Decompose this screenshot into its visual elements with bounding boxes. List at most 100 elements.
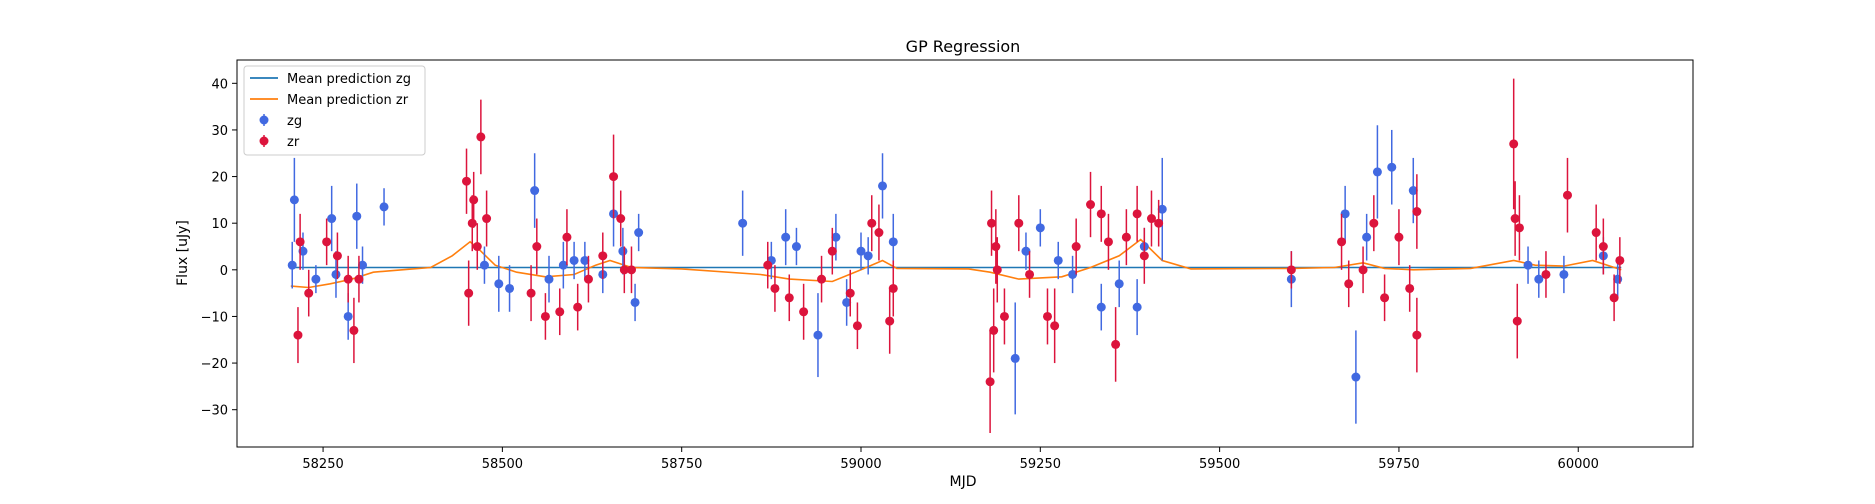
data-point-zr — [888, 260, 898, 317]
y-axis-label: Flux [uJy] — [175, 220, 191, 286]
data-point-zr — [304, 269, 314, 317]
marker — [1025, 269, 1035, 279]
y-tick-label: 20 — [211, 171, 228, 186]
marker — [532, 242, 542, 252]
marker — [1412, 330, 1422, 340]
data-point-zr — [999, 288, 1009, 345]
marker — [1132, 302, 1142, 312]
marker — [1114, 279, 1124, 289]
data-point-zr — [583, 255, 593, 303]
data-point-zr — [799, 283, 809, 340]
marker — [544, 274, 554, 284]
data-point-zr — [1412, 297, 1422, 373]
marker — [1598, 242, 1608, 252]
data-point-zr — [482, 190, 492, 247]
marker — [813, 330, 823, 340]
data-point-zg — [1387, 129, 1397, 205]
marker — [770, 283, 780, 293]
data-point-zr — [1132, 185, 1142, 242]
marker — [1358, 265, 1368, 275]
data-point-zr — [827, 227, 837, 275]
data-point-zg — [1559, 255, 1569, 294]
data-point-zg — [1114, 260, 1124, 308]
x-tick-label: 59750 — [1378, 457, 1419, 472]
marker — [991, 242, 1001, 252]
data-point-zr — [1369, 195, 1379, 252]
marker — [842, 297, 852, 307]
marker — [852, 321, 862, 331]
data-point-zr — [874, 204, 884, 261]
data-point-zg — [1035, 209, 1045, 247]
data-point-zr — [992, 237, 1002, 303]
y-tick-label: 40 — [211, 77, 228, 92]
data-point-zr — [476, 99, 486, 175]
marker — [469, 195, 479, 205]
data-point-zr — [573, 283, 583, 331]
x-axis: 58250 58500 58750 59000 59250 59500 59750 60000 — [302, 447, 1599, 472]
data-point-zr — [472, 223, 482, 270]
data-point-zr — [1358, 246, 1368, 294]
marker — [989, 325, 999, 335]
marker — [583, 274, 593, 284]
marker — [343, 274, 353, 284]
data-point-zr — [1510, 181, 1520, 256]
data-point-zg — [1010, 302, 1020, 415]
marker — [831, 232, 841, 242]
marker — [885, 316, 895, 326]
marker — [874, 228, 884, 238]
data-point-zr — [295, 213, 305, 270]
data-point-zg — [781, 209, 791, 266]
data-point-zr — [293, 307, 303, 364]
marker — [295, 237, 305, 247]
marker — [1510, 214, 1520, 224]
marker — [992, 265, 1002, 275]
marker — [569, 255, 579, 265]
legend-label: zg — [287, 114, 302, 129]
data-point-zr — [867, 195, 877, 252]
data-point-zr — [1609, 274, 1619, 322]
legend-entry: Mean prediction zg — [250, 72, 411, 87]
marker — [1014, 218, 1024, 228]
legend-entry: zg — [259, 114, 302, 129]
marker — [634, 228, 644, 238]
data-point-zg — [379, 188, 389, 226]
marker — [1096, 302, 1106, 312]
data-point-zr — [1598, 218, 1608, 275]
legend-label: Mean prediction zr — [287, 93, 409, 108]
marker — [332, 251, 342, 261]
marker — [817, 274, 827, 284]
marker — [1362, 232, 1372, 242]
data-point-zg — [630, 283, 640, 322]
marker — [331, 269, 341, 279]
data-point-zg — [352, 183, 362, 249]
marker — [464, 288, 474, 298]
data-point-zr — [1286, 251, 1296, 289]
data-point-zr — [332, 232, 342, 280]
data-point-zg — [1340, 185, 1350, 242]
y-tick-label: −20 — [201, 357, 228, 372]
marker — [352, 211, 362, 221]
data-point-zr — [1514, 195, 1524, 261]
data-point-zr — [555, 288, 565, 336]
data-point-zr — [1509, 78, 1519, 210]
marker — [558, 260, 568, 270]
marker — [630, 297, 640, 307]
marker — [526, 288, 536, 298]
marker — [1408, 186, 1418, 196]
legend-label: Mean prediction zg — [287, 72, 411, 87]
marker — [1042, 311, 1052, 321]
mean-line-zr — [290, 238, 1622, 289]
marker — [784, 293, 794, 303]
marker — [327, 214, 337, 224]
marker — [505, 283, 515, 293]
data-point-zr — [354, 255, 364, 303]
marker — [479, 260, 489, 270]
data-point-zg — [1132, 279, 1142, 336]
marker — [1286, 265, 1296, 275]
data-point-zr — [1412, 174, 1422, 249]
data-point-zg — [311, 265, 321, 294]
marker — [1412, 207, 1422, 217]
data-point-zr — [1512, 283, 1522, 359]
data-point-zg — [1021, 232, 1031, 270]
marker — [863, 251, 873, 261]
